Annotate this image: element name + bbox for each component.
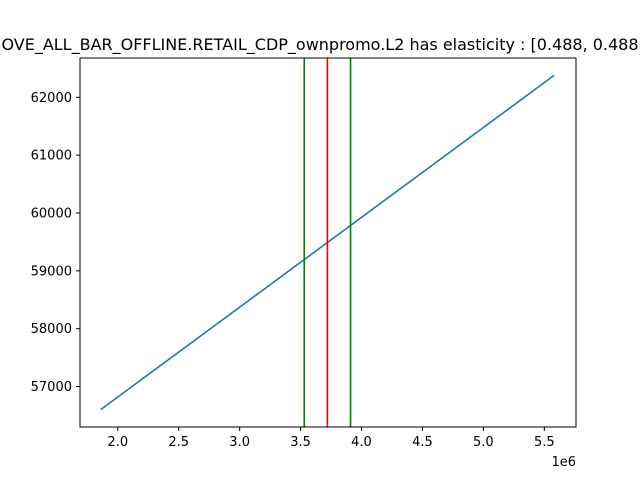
y-tick-label: 57000 [31,380,72,395]
y-tick-label: 59000 [31,264,72,279]
x-tick-label: 4.5 [412,435,433,450]
x-tick-label: 2.5 [168,435,189,450]
y-axis: 57000 58000 59000 60000 61000 62000 [31,91,80,395]
plot-frame [79,57,577,428]
y-tick-label: 60000 [31,207,72,222]
y-tick-label: 58000 [31,322,72,337]
x-tick-label: 5.5 [534,435,555,450]
plot-area [100,58,555,427]
x-tick-label: 3.0 [229,435,250,450]
x-tick-label: 5.0 [473,435,494,450]
chart-title: OVE_ALL_BAR_OFFLINE.RETAIL_CDP_ownpromo.… [1,35,638,55]
x-axis: 2.0 2.5 3.0 3.5 4.0 4.5 5.0 5.5 [107,427,555,450]
x-tick-label: 3.5 [290,435,311,450]
y-tick-label: 62000 [31,91,72,106]
x-tick-label: 4.0 [351,435,372,450]
x-tick-label: 2.0 [107,435,128,450]
x-axis-offset-label: 1e6 [551,455,576,470]
y-tick-label: 61000 [31,149,72,164]
